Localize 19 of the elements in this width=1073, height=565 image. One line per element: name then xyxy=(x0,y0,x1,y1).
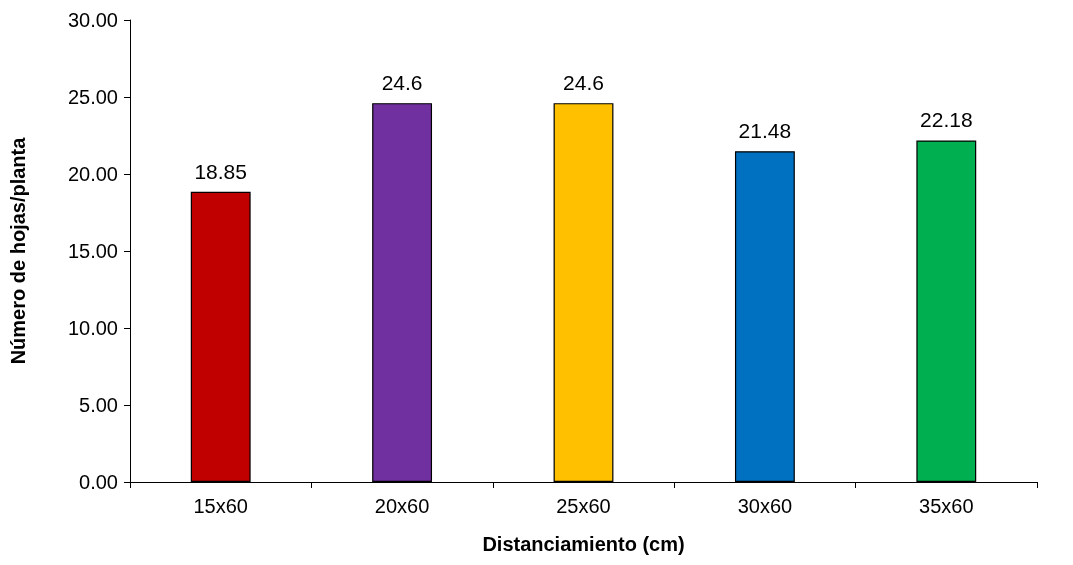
y-axis-title: Número de hojas/planta xyxy=(7,136,29,365)
x-tick-label: 15x60 xyxy=(193,495,248,517)
y-tick-label: 25.00 xyxy=(67,86,118,108)
y-tick-label: 15.00 xyxy=(67,240,118,262)
y-tick-label: 10.00 xyxy=(67,317,118,339)
data-label: 22.18 xyxy=(920,108,973,132)
x-tick-label: 35x60 xyxy=(919,495,974,517)
y-tick-label: 0.00 xyxy=(79,471,118,493)
data-label: 21.48 xyxy=(738,119,792,143)
data-label: 18.85 xyxy=(194,159,247,183)
x-tick-label: 30x60 xyxy=(737,495,793,517)
data-label: 24.6 xyxy=(563,71,604,95)
x-tick-label: 25x60 xyxy=(556,495,611,517)
x-axis-title: Distanciamiento (cm) xyxy=(482,533,685,555)
data-label: 24.6 xyxy=(381,71,423,95)
x-tick-label: 20x60 xyxy=(374,495,430,517)
y-tick-label: 5.00 xyxy=(79,394,118,416)
y-tick-label: 30.00 xyxy=(67,9,118,31)
y-tick-label: 20.00 xyxy=(67,163,118,185)
